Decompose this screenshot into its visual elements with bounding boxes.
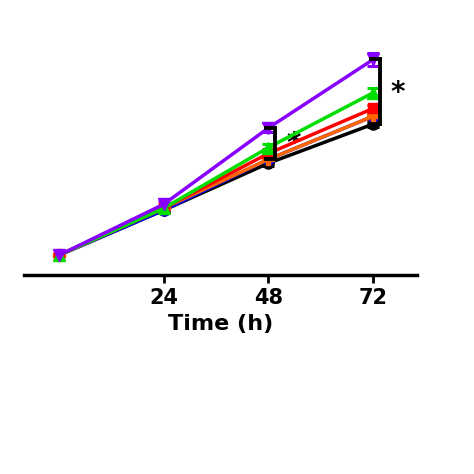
Text: *: * [286, 129, 301, 157]
X-axis label: Time (h): Time (h) [168, 314, 273, 334]
Text: *: * [391, 79, 405, 107]
